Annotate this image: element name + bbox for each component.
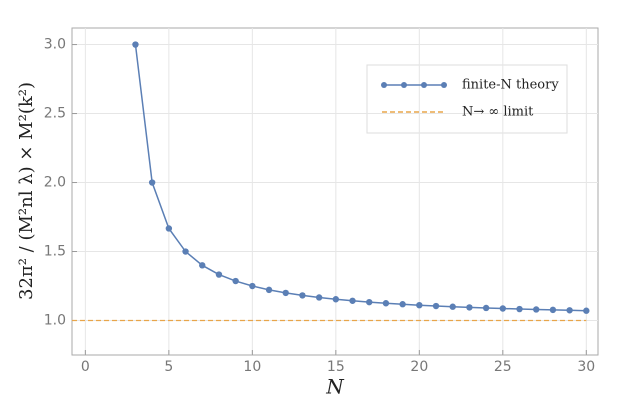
data-point	[399, 301, 406, 308]
data-point	[332, 296, 340, 303]
plot-frame	[71, 27, 599, 356]
data-point	[199, 262, 206, 269]
data-point	[366, 298, 373, 306]
data-point	[533, 306, 540, 313]
data-point	[466, 304, 473, 311]
legend-label: finite-N theory	[462, 78, 559, 93]
legend-marker	[401, 82, 407, 88]
x-axis-label: N	[325, 375, 345, 399]
legend-marker	[441, 82, 447, 88]
data-point	[265, 286, 273, 294]
y-tick-label: 2.0	[44, 175, 66, 191]
legend-label: N→ ∞ limit	[462, 105, 534, 120]
data-point	[499, 305, 507, 312]
legend-box	[366, 64, 568, 134]
x-tick-label: 5	[164, 359, 173, 375]
x-tick-label: 0	[81, 359, 90, 375]
y-tick-label: 2.5	[44, 106, 66, 122]
data-point	[165, 225, 173, 232]
x-tick-label: 20	[410, 359, 428, 375]
y-tick-label: 1.0	[44, 313, 66, 329]
x-tick-label: 10	[243, 359, 261, 375]
data-point	[382, 300, 390, 307]
x-tick-label: 25	[494, 359, 512, 375]
series-line	[134, 44, 587, 312]
data-point	[132, 41, 139, 48]
data-point	[315, 294, 323, 301]
data-point	[449, 303, 456, 310]
data-point	[232, 277, 239, 285]
data-point	[566, 307, 573, 314]
data-point	[482, 304, 490, 312]
legend-marker	[421, 82, 427, 88]
data-point	[215, 271, 223, 278]
data-point	[182, 248, 189, 255]
data-point	[549, 306, 557, 314]
y-tick-label: 3.0	[44, 37, 66, 53]
x-tick-label: 30	[577, 359, 595, 375]
x-tick-label: 15	[327, 359, 345, 375]
data-point	[282, 289, 289, 297]
y-axis-label: 32π² / (M²nl λ) × M²(k²)	[16, 82, 37, 300]
legend-marker	[381, 82, 387, 88]
y-tick-label: 1.5	[44, 244, 66, 260]
data-point	[432, 302, 440, 310]
data-point	[249, 282, 256, 290]
data-point	[516, 305, 523, 313]
data-point	[148, 179, 156, 186]
data-point	[583, 307, 590, 314]
data-point	[416, 301, 423, 309]
data-point	[349, 297, 356, 304]
data-point	[299, 292, 306, 299]
